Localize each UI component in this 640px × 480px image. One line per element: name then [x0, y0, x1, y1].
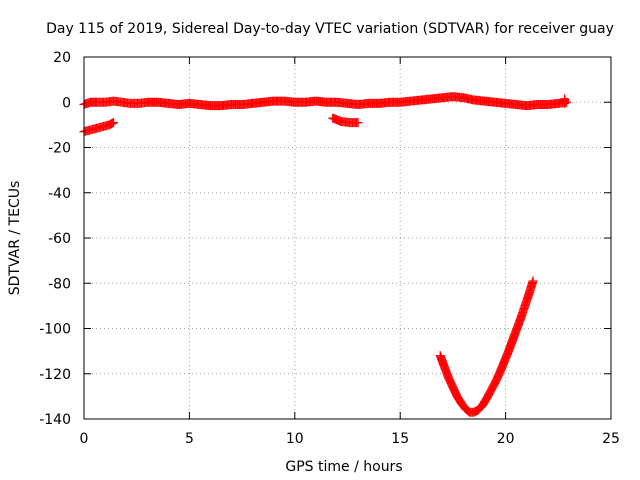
- x-tick-label: 0: [80, 431, 89, 447]
- y-axis-label: SDTVAR / TECUs: [7, 181, 23, 296]
- x-tick-label: 25: [602, 431, 620, 447]
- series-main-track: [79, 92, 572, 111]
- x-axis-label: GPS time / hours: [285, 459, 402, 475]
- y-tick-label: -80: [48, 276, 71, 292]
- y-tick-label: -100: [39, 322, 71, 338]
- series-early-descent: [79, 118, 119, 137]
- axis-ticks: 0 5 10 15 20 25 20 0 -20 -40 -60 -80 -100 -120 -140: [39, 50, 620, 447]
- data-point: [109, 118, 119, 128]
- data-point: [560, 98, 570, 108]
- y-tick-label: -140: [39, 412, 71, 428]
- data-point: [528, 276, 538, 286]
- plot-frame: [83, 56, 612, 420]
- x-tick-label: 10: [286, 431, 304, 447]
- y-tick-label: -40: [48, 186, 71, 202]
- x-tick-label: 20: [497, 431, 515, 447]
- series-end-marker: [560, 94, 570, 108]
- y-tick-label: -20: [48, 141, 71, 157]
- y-tick-label: -120: [39, 367, 71, 383]
- data-point: [353, 118, 363, 128]
- chart-title: Day 115 of 2019, Sidereal Day-to-day VTE…: [46, 21, 614, 37]
- grid-lines: [84, 57, 611, 419]
- x-tick-label: 15: [391, 431, 409, 447]
- series-midday-offset: [328, 113, 363, 128]
- y-tick-label: -60: [48, 231, 71, 247]
- y-tick-label: 0: [62, 95, 71, 111]
- x-tick-label: 5: [185, 431, 194, 447]
- series-evening-dip: [435, 276, 538, 417]
- data-points: [79, 92, 572, 417]
- y-tick-label: 20: [53, 50, 71, 66]
